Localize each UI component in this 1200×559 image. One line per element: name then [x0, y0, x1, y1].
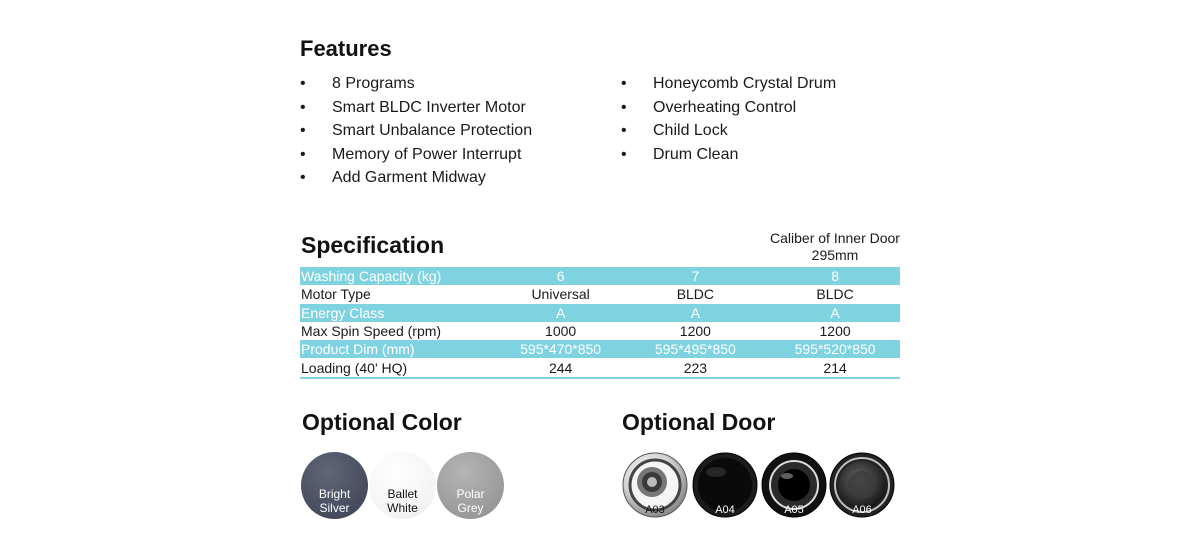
- feature-item: Smart Unbalance Protection: [300, 119, 532, 143]
- swatch-label-line: Polar: [456, 487, 485, 501]
- spec-value: 214: [770, 358, 900, 379]
- door-black-glass-icon: [761, 452, 827, 518]
- caliber-label: Caliber of Inner Door: [770, 230, 900, 246]
- spec-label: Loading (40' HQ): [300, 358, 501, 379]
- spec-value: BLDC: [676, 286, 715, 303]
- spec-value: 6: [500, 267, 621, 286]
- door-black-icon: [692, 452, 758, 518]
- door-option-a03[interactable]: A03: [622, 452, 688, 518]
- spec-value: 1000: [545, 323, 577, 340]
- door-code: A06: [852, 504, 872, 516]
- door-dark-chrome-icon: [829, 452, 895, 518]
- spec-value: A: [500, 303, 621, 322]
- feature-item: Memory of Power Interrupt: [300, 143, 532, 167]
- feature-item: Drum Clean: [621, 143, 836, 167]
- feature-item: Smart BLDC Inverter Motor: [300, 96, 532, 120]
- feature-item: Child Lock: [621, 119, 836, 143]
- feature-item: Honeycomb Crystal Drum: [621, 72, 836, 96]
- door-option-a05[interactable]: A05: [761, 452, 827, 518]
- swatch-label-line: White: [387, 501, 418, 515]
- spec-value: 8: [770, 267, 900, 286]
- spec-label: Motor Type: [301, 286, 371, 303]
- spec-value: 244: [500, 358, 621, 379]
- spec-value: A: [620, 303, 771, 322]
- spec-label: Washing Capacity (kg): [300, 267, 501, 286]
- spec-value: 1200: [819, 323, 851, 340]
- swatch-label: Ballet White: [369, 487, 436, 515]
- swatch-label-line: Bright: [318, 487, 351, 501]
- swatch-label: Bright Silver: [301, 487, 368, 515]
- specification-title: Specification: [301, 232, 445, 258]
- caliber-value: 295mm: [811, 247, 859, 263]
- feature-item: Add Garment Midway: [300, 166, 532, 190]
- door-option-a06[interactable]: A06: [829, 452, 895, 518]
- optional-color-title: Optional Color: [302, 409, 462, 435]
- caliber-note: Caliber of Inner Door 295mm: [740, 230, 930, 264]
- specification-table: Washing Capacity (kg) 6 7 8 Motor Type U…: [300, 267, 900, 379]
- table-row: Max Spin Speed (rpm) 1000 1200 1200: [300, 322, 900, 340]
- door-option-a04[interactable]: A04: [692, 452, 758, 518]
- spec-value: 595*470*850: [500, 340, 621, 359]
- color-swatch-ballet-white[interactable]: Ballet White: [369, 452, 436, 519]
- spec-value: Universal: [531, 286, 590, 303]
- spec-value: BLDC: [816, 286, 854, 303]
- door-chrome-icon: [622, 452, 688, 518]
- spec-label: Product Dim (mm): [300, 340, 501, 359]
- table-row: Loading (40' HQ) 244 223 214: [300, 358, 900, 379]
- table-row: Energy Class A A A: [300, 303, 900, 322]
- spec-value: 7: [620, 267, 771, 286]
- spec-value: 1200: [679, 323, 711, 340]
- door-code: A04: [715, 504, 735, 516]
- table-row: Washing Capacity (kg) 6 7 8: [300, 267, 900, 286]
- spec-label: Energy Class: [300, 303, 501, 322]
- door-code: A05: [784, 504, 804, 516]
- swatch-label-line: Silver: [319, 501, 350, 515]
- color-swatch-polar-grey[interactable]: Polar Grey: [437, 452, 504, 519]
- swatch-label-line: Ballet: [387, 487, 418, 501]
- features-title: Features: [300, 36, 392, 61]
- door-code: A03: [645, 504, 665, 516]
- features-list-left: 8 Programs Smart BLDC Inverter Motor Sma…: [300, 72, 532, 190]
- spec-value: A: [770, 303, 900, 322]
- feature-item: Overheating Control: [621, 96, 836, 120]
- features-list-right: Honeycomb Crystal Drum Overheating Contr…: [621, 72, 836, 166]
- color-swatch-bright-silver[interactable]: Bright Silver: [301, 452, 368, 519]
- spec-value: 595*520*850: [770, 340, 900, 359]
- swatch-label: Polar Grey: [437, 487, 504, 515]
- optional-door-title: Optional Door: [622, 409, 776, 435]
- spec-value: 595*495*850: [620, 340, 771, 359]
- spec-label: Max Spin Speed (rpm): [301, 323, 442, 340]
- swatch-label-line: Grey: [457, 501, 484, 515]
- spec-value: 223: [620, 358, 771, 379]
- table-row: Product Dim (mm) 595*470*850 595*495*850…: [300, 340, 900, 359]
- table-row: Motor Type Universal BLDC BLDC: [300, 285, 900, 303]
- feature-item: 8 Programs: [300, 72, 532, 96]
